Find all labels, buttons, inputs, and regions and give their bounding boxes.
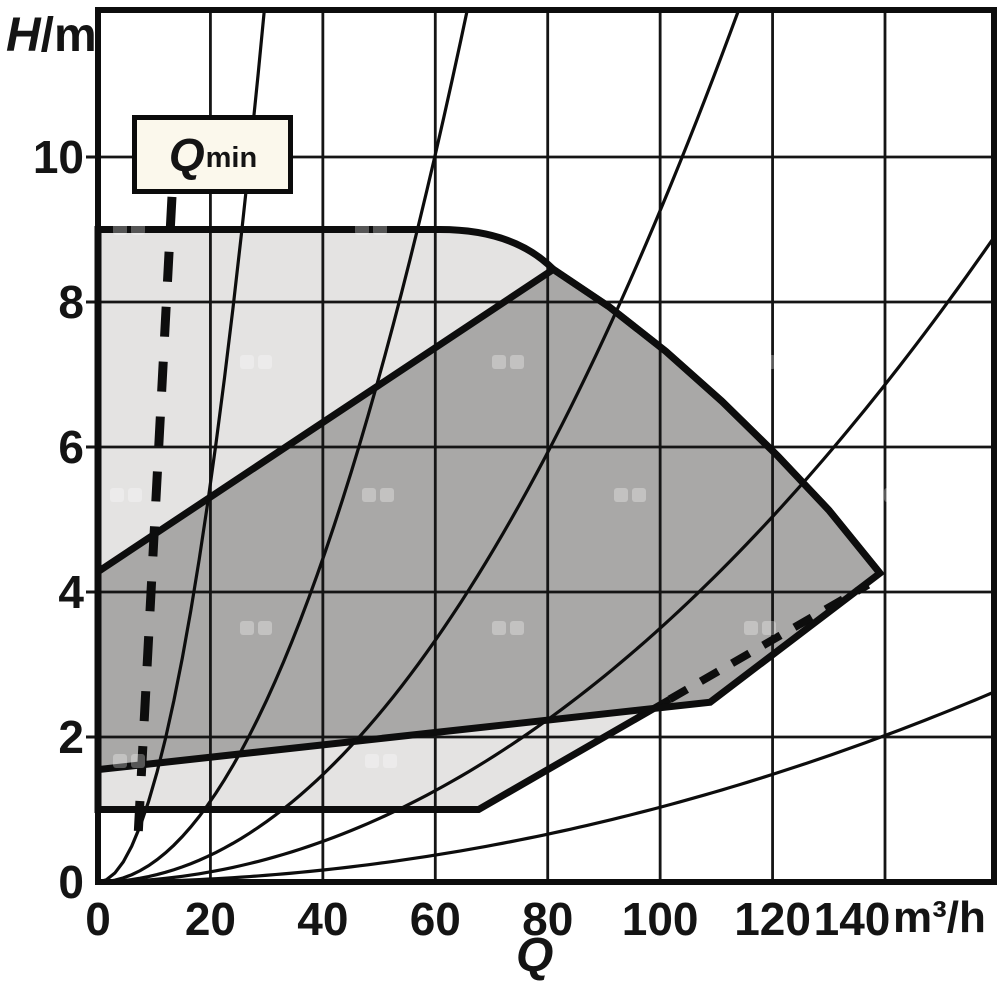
- inner-duty-range-outline: [94, 265, 885, 774]
- x-axis-unit: m³/h: [893, 893, 986, 942]
- qmin-label-symbol: Q: [168, 128, 205, 181]
- x-tick-label: 140: [813, 893, 891, 945]
- y-tick-label: 0: [58, 856, 84, 908]
- x-tick-label: 120: [734, 893, 811, 945]
- system-curve: [98, 10, 469, 882]
- inner-duty-range-fill: [98, 269, 880, 770]
- y-axis-title-symbol: H: [6, 9, 41, 62]
- x-tick-label: 60: [409, 893, 461, 945]
- y-tick-label: 6: [58, 421, 84, 473]
- plot-border: [95, 7, 997, 885]
- x-tick-label: 20: [184, 893, 237, 945]
- system-curves: [98, 10, 994, 882]
- qmin-label-subscript: min: [205, 142, 258, 174]
- system-curve: [98, 690, 994, 882]
- x-tick-label: 80: [522, 893, 574, 945]
- region-outlines: [94, 226, 885, 813]
- x-tick-label: 0: [85, 893, 111, 945]
- y-tick-label: 2: [58, 711, 84, 763]
- region-fills: [98, 229, 880, 810]
- x-axis-title: Q: [516, 929, 554, 982]
- y-axis-title: H/m: [6, 8, 97, 63]
- y-tick-label: 10: [32, 131, 84, 183]
- y-tick-label: 4: [58, 566, 84, 618]
- y-axis-title-unit: /m: [40, 9, 97, 62]
- watermark-squares: [110, 221, 898, 768]
- system-curve: [98, 10, 741, 882]
- x-tick-label: 100: [621, 893, 699, 945]
- x-tick-label: 40: [297, 893, 349, 945]
- system-curve: [98, 10, 266, 882]
- y-tick-label: 8: [58, 276, 84, 328]
